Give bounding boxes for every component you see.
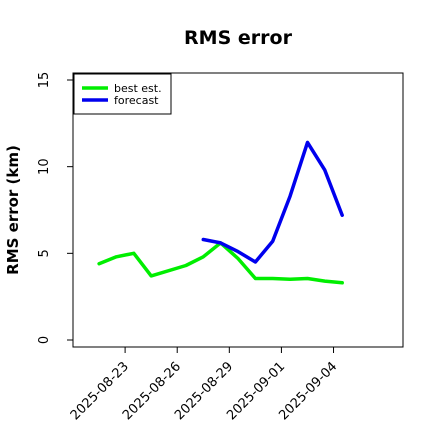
chart-title: RMS error — [184, 27, 293, 49]
legend: best est.forecast — [73, 73, 172, 115]
legend-label: forecast — [114, 94, 159, 107]
plot-frame — [72, 72, 404, 348]
y-tick-label: 0 — [37, 336, 52, 344]
y-tick-label: 15 — [37, 72, 52, 89]
x-axis: 2025-08-232025-08-262025-08-292025-09-01… — [68, 347, 340, 423]
legend-box — [73, 73, 172, 115]
y-tick-label: 10 — [37, 158, 52, 175]
series-layer — [97, 140, 344, 285]
series-line-best-est — [97, 241, 344, 285]
y-axis: 0 5 10 15 — [37, 72, 73, 344]
y-axis-title: RMS error (km) — [4, 145, 22, 275]
series-line-forecast — [201, 140, 344, 264]
legend-label: best est. — [114, 82, 162, 95]
y-tick-label: 5 — [37, 249, 52, 257]
